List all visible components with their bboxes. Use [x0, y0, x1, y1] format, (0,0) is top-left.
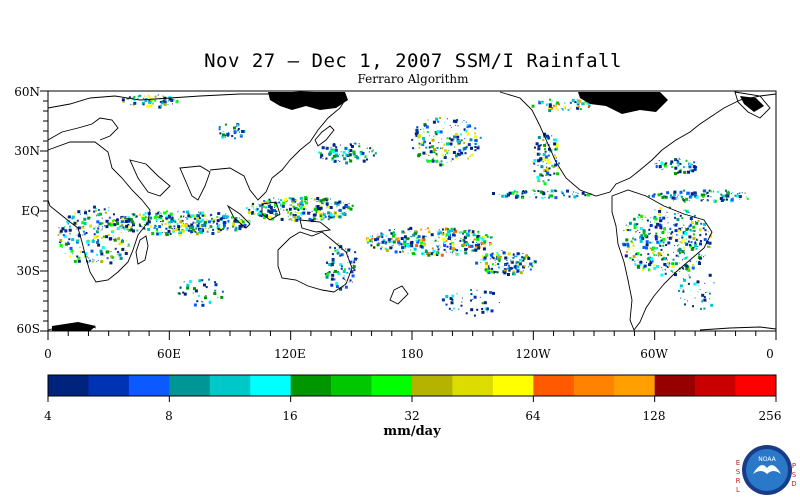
rainfall-pixels [57, 94, 749, 317]
gull-icon [753, 465, 781, 474]
lon-label-60e: 60E [156, 347, 182, 361]
lon-label-120w: 120W [515, 347, 551, 361]
logo-letter-s: S [735, 468, 741, 476]
colorbar-swatch [735, 375, 777, 396]
northamerica-coast [499, 91, 777, 197]
colorbar-swatch [290, 375, 332, 396]
colorbar-label-256: 256 [758, 409, 782, 423]
colorbar [47, 374, 777, 402]
logo-letters-right: P S D [790, 462, 798, 489]
coastlines [47, 91, 777, 331]
colorbar-swatch [88, 375, 130, 396]
colorbar-swatch [250, 375, 291, 396]
lat-ticks [40, 90, 48, 332]
colorbar-label-32: 32 [404, 409, 420, 423]
map-frame [47, 90, 777, 332]
logo-letter-d: D [791, 480, 797, 488]
africa-coast [47, 141, 151, 283]
sea-ice [52, 92, 764, 331]
colorbar-swatch [128, 375, 170, 396]
eastasia-coast [209, 99, 346, 201]
colorbar-swatch [169, 375, 211, 396]
colorbar-swatch [331, 375, 372, 396]
borneo-coast [261, 201, 281, 221]
noaa-logo: NOAA [742, 445, 792, 495]
logo-letter-e: E [735, 459, 741, 467]
colorbar-swatch [614, 375, 655, 396]
greenland-ice [740, 96, 764, 112]
colorbar-swatch [371, 375, 413, 396]
colorbar-units: mm/day [383, 424, 441, 439]
colorbar-swatch [695, 375, 736, 396]
siberia-ice [268, 92, 348, 110]
colorbar-swatch [452, 375, 494, 396]
lon-label-60w: 60W [640, 347, 668, 361]
page-title: Nov 27 – Dec 1, 2007 SSM/I Rainfall [204, 50, 622, 72]
colorbar-label-128: 128 [642, 409, 666, 423]
lon-label-180: 180 [400, 347, 424, 361]
lat-label-30s: 30S [16, 264, 41, 278]
lat-label-30n: 30N [14, 144, 40, 158]
greenland-coast [734, 91, 771, 119]
colorbar-swatch [573, 375, 615, 396]
antarctica-coast-east [699, 326, 777, 331]
australia-coast [277, 231, 353, 293]
logo-letter-r: R [735, 477, 741, 485]
lon-ticks [47, 331, 777, 340]
southamerica-coast [611, 189, 713, 331]
lon-label-120e: 120E [274, 347, 306, 361]
colorbar-swatch [412, 375, 453, 396]
antarctic-ice [52, 322, 96, 331]
lat-label-60s: 60S [16, 322, 41, 336]
logo-letter-s2: S [791, 471, 797, 479]
lat-label-60n: 60N [14, 85, 40, 99]
japan-coast [314, 125, 335, 147]
madagascar-coast [135, 235, 149, 265]
colorbar-swatch [654, 375, 696, 396]
colorbar-swatch [48, 375, 89, 396]
colorbar-label-16: 16 [282, 409, 298, 423]
logo-letter-l: L [736, 486, 740, 494]
hudson-ice [578, 92, 668, 114]
arabia-coast [129, 159, 171, 197]
india-coast [179, 165, 211, 201]
europe-coast [47, 117, 119, 141]
logo-letter-p: P [791, 462, 797, 470]
colorbar-swatch [533, 375, 575, 396]
newguinea-coast [299, 219, 332, 233]
logo-badge-text: NOAA [758, 456, 776, 463]
map-panel [47, 90, 777, 332]
colorbar-swatch [492, 375, 534, 396]
newzealand-coast [389, 285, 409, 305]
colorbar-swatch [209, 375, 251, 396]
sumatra-coast [226, 204, 251, 229]
colorbar-label-8: 8 [165, 409, 173, 423]
logo-letters-left: E S R L [734, 459, 742, 495]
lon-label-0: 0 [44, 347, 52, 361]
lat-label-eq: EQ [21, 204, 40, 218]
colorbar-label-4: 4 [44, 409, 52, 423]
page-subtitle: Ferraro Algorithm [357, 72, 469, 86]
lon-label-0-right: 0 [766, 347, 774, 361]
colorbar-label-64: 64 [525, 409, 541, 423]
